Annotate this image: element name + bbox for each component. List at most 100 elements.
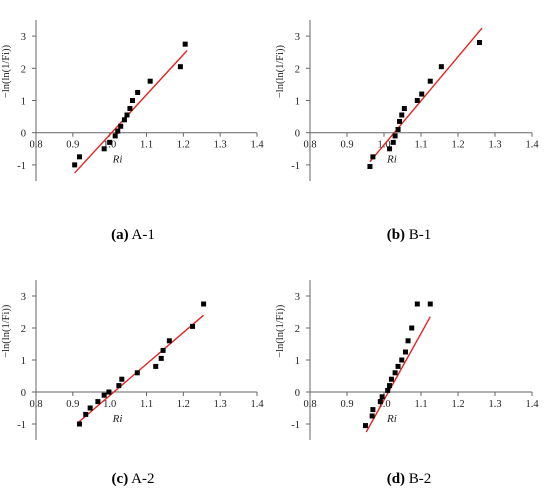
y-tick-label: -1 [291, 420, 300, 431]
data-point [153, 363, 159, 369]
data-point [414, 301, 420, 307]
fit-line [369, 27, 483, 163]
y-axis-label: −ln(ln(1/Fi)) [1, 44, 12, 98]
y-tick-label: 2 [295, 324, 300, 335]
y-axis-label: −ln(ln(1/Fi)) [1, 304, 12, 358]
data-point [76, 154, 82, 160]
y-tick-label: 1 [295, 356, 300, 367]
y-tick-label: 1 [295, 97, 300, 108]
data-point [124, 112, 130, 118]
x-tick-label: 1.3 [214, 140, 227, 151]
chart-axes: 0.8 0.9 1.0 1.1 1.2 1.3 1.4 -1 0 1 2 3 [291, 280, 539, 440]
data-point [101, 392, 107, 398]
data-point [107, 139, 113, 145]
y-tick-label: 0 [21, 388, 26, 399]
chart-panel-a2: 0.8 0.9 1.0 1.1 1.2 1.3 1.4 -1 0 1 2 3 Ri −ln(ln(1/… [1, 280, 264, 487]
data-point [147, 78, 153, 84]
data-point [419, 91, 425, 97]
data-point [201, 301, 207, 307]
data-point [177, 64, 183, 70]
x-tick-label: 0.8 [303, 399, 316, 410]
x-tick-label: 0.8 [29, 140, 42, 151]
panel-caption: (c) A-2 [112, 471, 155, 487]
data-point [116, 383, 122, 389]
x-tick-label: 1.0 [103, 140, 116, 151]
fit-line [74, 50, 188, 174]
data-point [106, 389, 112, 395]
x-tick-label: 1.2 [177, 140, 190, 151]
x-axis-label: Ri [386, 413, 397, 425]
data-point [367, 164, 373, 170]
x-tick-label: 1.1 [414, 399, 427, 410]
y-tick-label: -1 [17, 161, 26, 172]
data-point [121, 117, 127, 123]
y-tick-label: 2 [295, 64, 300, 75]
data-point [399, 357, 405, 363]
data-point [392, 133, 398, 139]
data-point [397, 118, 403, 124]
y-tick-label: 1 [21, 356, 26, 367]
data-point [401, 106, 407, 112]
data-point [190, 323, 196, 329]
y-tick-label: 2 [21, 64, 26, 75]
data-point [438, 64, 444, 70]
data-point [134, 370, 140, 376]
data-point [158, 355, 164, 361]
data-point [388, 376, 394, 382]
panel-caption: (a) A-1 [111, 227, 155, 243]
x-tick-label: 0.8 [303, 140, 316, 151]
data-point [370, 407, 376, 413]
data-point [76, 421, 82, 427]
data-point [135, 89, 141, 95]
x-axis-label: Ri [112, 154, 123, 166]
data-point [119, 376, 125, 382]
data-point [118, 123, 124, 129]
data-point [112, 133, 118, 139]
data-point [101, 146, 107, 152]
data-point [390, 139, 396, 145]
chart-marks [363, 301, 433, 433]
data-point [83, 411, 89, 417]
chart-marks [72, 41, 188, 174]
x-axis-label: Ri [112, 413, 123, 425]
data-point [387, 383, 393, 389]
x-tick-label: 1.1 [140, 140, 153, 151]
x-tick-label: 0.9 [66, 399, 79, 410]
chart-marks [367, 27, 483, 170]
data-point [363, 423, 368, 429]
x-tick-label: 1.2 [451, 399, 464, 410]
y-tick-label: 3 [295, 32, 300, 43]
data-point [427, 301, 433, 307]
caption-tag: (c) [112, 471, 129, 487]
panel-caption: (b) B-1 [387, 227, 432, 243]
data-point [166, 338, 172, 344]
data-point [369, 413, 375, 419]
data-point [379, 394, 385, 400]
y-tick-label: 0 [21, 129, 26, 140]
data-point [402, 349, 408, 355]
x-tick-label: 1.4 [525, 399, 539, 410]
x-tick-label: 1.3 [488, 399, 501, 410]
x-tick-label: 0.9 [340, 140, 353, 151]
y-tick-label: 2 [21, 324, 26, 335]
data-point [385, 387, 391, 393]
x-tick-label: 1.4 [250, 140, 264, 151]
y-tick-label: 3 [295, 292, 300, 303]
data-point [395, 126, 401, 132]
data-point [182, 41, 188, 47]
chart-panel-b2: 0.8 0.9 1.0 1.1 1.2 1.3 1.4 -1 0 1 2 3 Ri −ln(ln(1/… [275, 280, 539, 487]
caption-text: A-2 [128, 471, 154, 487]
data-point [127, 106, 133, 112]
y-tick-label: 0 [295, 388, 300, 399]
data-point [95, 399, 101, 405]
y-tick-label: 3 [21, 32, 26, 43]
y-tick-label: 1 [21, 97, 26, 108]
x-tick-label: 1.4 [250, 399, 264, 410]
caption-text: B-1 [405, 227, 431, 243]
data-point [476, 40, 482, 46]
data-point [409, 325, 415, 331]
y-tick-label: 0 [295, 129, 300, 140]
data-point [414, 98, 420, 103]
caption-tag: (d) [387, 471, 405, 487]
